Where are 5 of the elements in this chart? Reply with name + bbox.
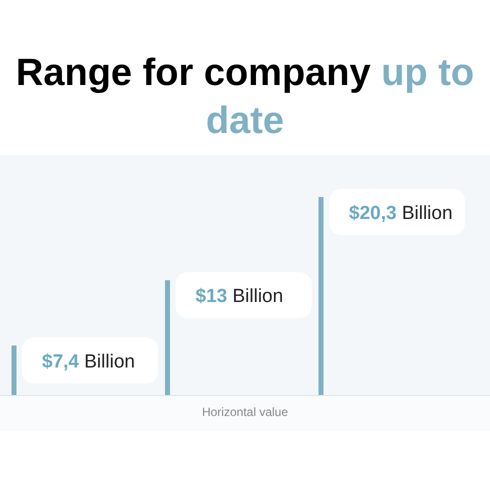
annotation: $7,4 Billion: [42, 352, 135, 372]
x-axis-title: Horizontal value: [202, 405, 288, 419]
annotation: $20,3 Billion: [349, 203, 453, 224]
chart-title: Range for company up to date: [16, 52, 474, 142]
annotation: $13 Billion: [196, 286, 284, 308]
